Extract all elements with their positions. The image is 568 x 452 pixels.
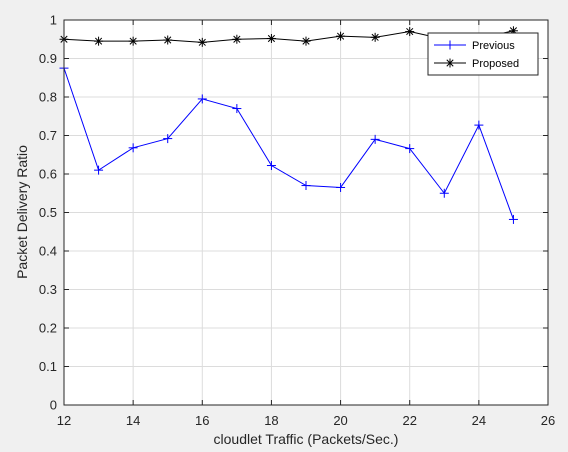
legend-marker-proposed	[445, 58, 455, 68]
data-point-previous	[232, 104, 242, 114]
data-point-previous	[128, 143, 138, 153]
data-point-proposed	[266, 33, 276, 43]
y-tick-label: 0.3	[39, 282, 57, 297]
x-tick-label: 16	[195, 413, 209, 428]
data-point-proposed	[301, 36, 311, 46]
y-tick-label: 0.4	[39, 244, 57, 259]
data-point-previous	[405, 144, 415, 154]
legend-box	[427, 32, 539, 76]
data-point-previous	[197, 94, 207, 104]
data-point-previous	[474, 120, 484, 130]
y-tick-label: 0.2	[39, 321, 57, 336]
x-tick-label: 24	[472, 413, 486, 428]
x-tick-label: 12	[57, 413, 71, 428]
x-tick-label: 20	[333, 413, 347, 428]
data-point-proposed	[128, 36, 138, 46]
axis-ticks	[63, 19, 549, 406]
data-point-proposed	[197, 37, 207, 47]
x-tick-label: 18	[264, 413, 278, 428]
data-point-proposed	[336, 31, 346, 41]
data-point-proposed	[370, 32, 380, 42]
y-tick-label: 0.5	[39, 205, 57, 220]
y-tick-label: 1	[50, 13, 57, 28]
data-point-previous	[94, 165, 104, 175]
x-tick-label: 26	[541, 413, 555, 428]
y-tick-label: 0.1	[39, 359, 57, 374]
y-tick-label: 0.9	[39, 51, 57, 66]
data-point-previous	[336, 182, 346, 192]
x-tick-label: 14	[126, 413, 140, 428]
data-point-previous	[370, 134, 380, 144]
y-axis-title: Packet Delivery Ratio	[14, 145, 30, 279]
x-axis-title: cloudlet Traffic (Packets/Sec.)	[214, 431, 399, 447]
series-line-previous	[63, 67, 514, 220]
y-tick-label: 0	[50, 398, 57, 413]
data-point-previous	[301, 181, 311, 191]
legend: Previous Proposed	[427, 32, 539, 76]
data-point-previous	[439, 188, 449, 198]
data-point-proposed	[163, 35, 173, 45]
data-point-previous	[163, 134, 173, 144]
legend-marker-previous	[445, 40, 455, 50]
data-point-proposed	[405, 27, 415, 37]
legend-label-previous: Previous	[472, 40, 515, 52]
data-point-previous	[266, 161, 276, 171]
tick-labels: 12 14 16 18 20 22 24 26 0 0.1 0.2 0.3 0.4 0.5 0.6 0.7 0.…	[39, 13, 555, 429]
x-tick-label: 22	[402, 413, 416, 428]
y-tick-label: 0.7	[39, 128, 57, 143]
y-tick-label: 0.8	[39, 90, 57, 105]
data-point-proposed	[94, 36, 104, 46]
data-point-proposed	[232, 34, 242, 44]
data-point-previous	[508, 214, 518, 224]
y-tick-label: 0.6	[39, 167, 57, 182]
legend-label-proposed: Proposed	[472, 58, 519, 70]
